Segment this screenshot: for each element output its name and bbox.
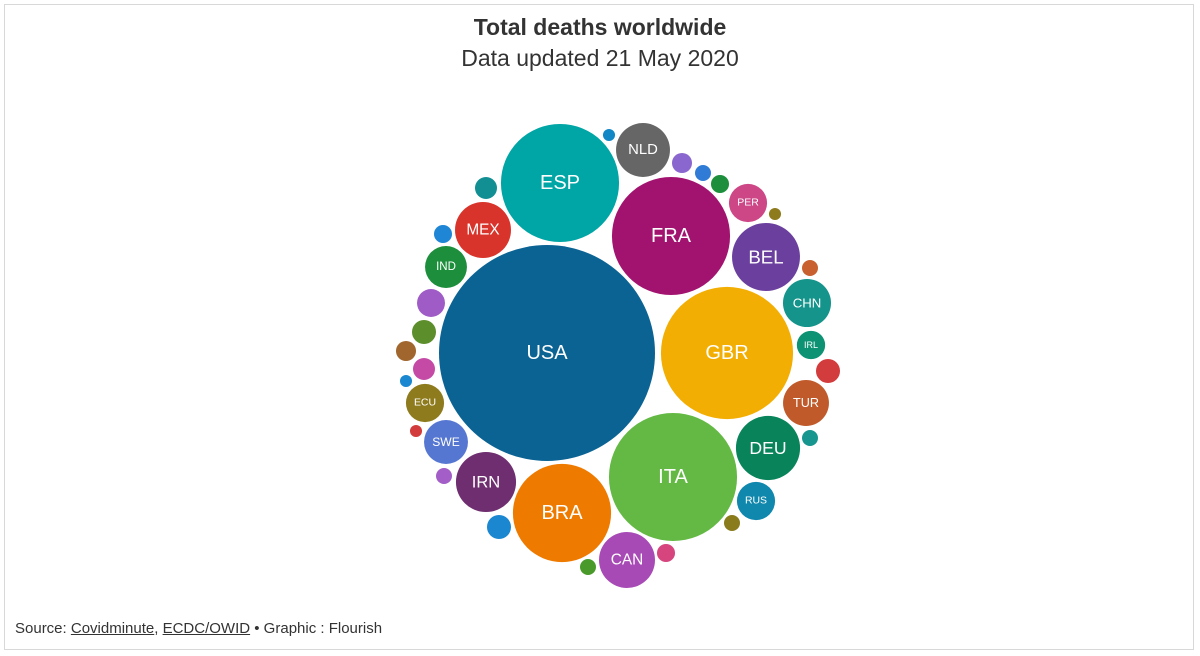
- bubble-label: DEU: [749, 438, 786, 458]
- bubble-label: CAN: [611, 552, 643, 569]
- bubble: [768, 207, 782, 221]
- bubble: [736, 481, 776, 521]
- bubble: [436, 468, 452, 484]
- bubble: [735, 415, 801, 481]
- footer: Source: Covidminute, ECDC/OWID • Graphic…: [15, 620, 382, 637]
- credit: • Graphic : Flourish: [254, 620, 383, 637]
- bubble-label: MEX: [466, 222, 499, 239]
- source-link[interactable]: Covidminute: [70, 620, 155, 637]
- bubble-label: RUS: [745, 496, 767, 507]
- source-link[interactable]: ECDC/OWID: [162, 620, 251, 637]
- bubble: [455, 202, 511, 258]
- bubble: [474, 176, 498, 200]
- chart-subtitle: Data updated 21 May 2020: [461, 45, 739, 71]
- bubble: [802, 430, 818, 446]
- bubble: [732, 223, 800, 291]
- bubble: [433, 224, 453, 244]
- bubble: [602, 128, 616, 142]
- bubble: [608, 412, 738, 542]
- bubble-label: ECU: [414, 398, 436, 409]
- bubble: [782, 278, 832, 328]
- bubble: [405, 383, 445, 423]
- bubble: [783, 380, 829, 426]
- bubble: [417, 289, 445, 317]
- bubble: [796, 330, 826, 360]
- bubble-label: CHN: [793, 296, 822, 311]
- bubble-label: NLD: [628, 142, 658, 158]
- separator: ,: [154, 620, 159, 637]
- bubble: [500, 123, 620, 243]
- bubble: [486, 514, 512, 540]
- bubble: [671, 152, 693, 174]
- bubble: [815, 358, 841, 384]
- bubble-label: IRL: [804, 340, 818, 350]
- bubble: [425, 246, 467, 288]
- bubble-label: IRN: [472, 473, 500, 492]
- bubble: [512, 463, 612, 563]
- bubble: [399, 374, 413, 388]
- bubble: [710, 174, 730, 194]
- bubble: [616, 123, 670, 177]
- bubble-label: TUR: [793, 396, 819, 410]
- bubble-label: ESP: [540, 172, 580, 194]
- bubble: [611, 176, 731, 296]
- bubble: [455, 451, 517, 513]
- bubble-label: BEL: [748, 247, 783, 268]
- bubble-label: GBR: [705, 342, 748, 364]
- bubble: [412, 357, 436, 381]
- chart-title: Total deaths worldwide: [473, 14, 727, 40]
- bubble: [580, 559, 596, 575]
- bubble: [695, 165, 711, 181]
- bubble-label: IND: [436, 261, 456, 273]
- source-label: Source:: [15, 620, 67, 637]
- bubble: [728, 183, 768, 223]
- bubble: [724, 515, 740, 531]
- bubble: [424, 420, 468, 464]
- bubble: [656, 543, 676, 563]
- bubble: [599, 532, 655, 588]
- bubble: [802, 260, 818, 276]
- bubble: [409, 424, 423, 438]
- bubble: [411, 319, 437, 345]
- bubble-label: ITA: [658, 466, 688, 488]
- bubble: [439, 245, 655, 461]
- bubble-label: USA: [526, 342, 568, 364]
- bubble: [660, 286, 794, 420]
- bubble: [395, 340, 417, 362]
- frame: [4, 4, 1194, 650]
- bubble-label: SWE: [432, 435, 460, 449]
- bubble-label: PER: [737, 198, 759, 209]
- bubble-label: BRA: [541, 502, 583, 524]
- bubble-label: FRA: [651, 225, 692, 247]
